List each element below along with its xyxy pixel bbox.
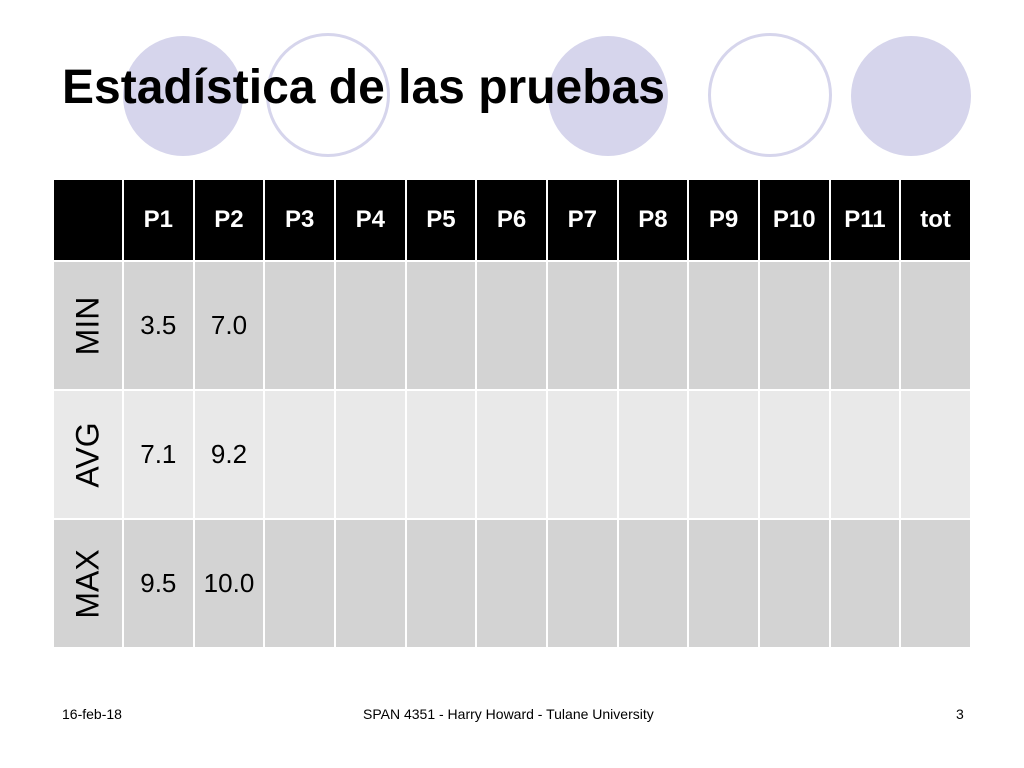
table-cell xyxy=(828,518,902,649)
decorative-circle xyxy=(851,36,971,156)
footer-course-info: SPAN 4351 - Harry Howard - Tulane Univer… xyxy=(363,706,654,722)
table-cell xyxy=(404,389,478,520)
header-row: P1 P2 P3 P4 P5 P6 P7 P8 P9 P10 P11 tot xyxy=(52,178,972,262)
header-cell-p9: P9 xyxy=(687,178,760,262)
header-cell-p10: P10 xyxy=(757,178,831,262)
header-corner-cell xyxy=(52,178,124,262)
table-row-min: MIN 3.5 7.0 xyxy=(52,260,972,391)
table-cell xyxy=(828,260,902,391)
table-cell xyxy=(899,260,972,391)
table-cell xyxy=(263,260,336,391)
table-cell xyxy=(333,260,407,391)
table-cell xyxy=(687,389,760,520)
table-cell xyxy=(545,260,619,391)
header-cell-p3: P3 xyxy=(263,178,336,262)
table-cell xyxy=(616,518,690,649)
table-cell xyxy=(757,260,831,391)
row-label: MIN xyxy=(69,296,106,355)
decorative-circle xyxy=(123,36,243,156)
table-cell xyxy=(404,260,478,391)
table-cell: 3.5 xyxy=(122,260,195,391)
statistics-table: P1 P2 P3 P4 P5 P6 P7 P8 P9 P10 P11 tot M… xyxy=(52,178,972,649)
table-cell xyxy=(899,389,972,520)
header-cell-p6: P6 xyxy=(475,178,548,262)
table-cell xyxy=(757,518,831,649)
table-cell xyxy=(263,389,336,520)
header-cell-p8: P8 xyxy=(616,178,690,262)
table-row-max: MAX 9.5 10.0 xyxy=(52,518,972,649)
footer-date: 16-feb-18 xyxy=(62,706,122,722)
slide-number: 3 xyxy=(956,706,964,722)
decorative-circle xyxy=(548,36,668,156)
table-cell xyxy=(475,389,548,520)
decorative-ring xyxy=(266,33,390,157)
header-cell-p7: P7 xyxy=(545,178,619,262)
table-cell xyxy=(828,389,902,520)
table-cell xyxy=(687,518,760,649)
row-label: AVG xyxy=(69,421,106,488)
row-label-cell: MAX xyxy=(52,518,124,649)
table-cell: 7.1 xyxy=(122,389,195,520)
table-cell xyxy=(757,389,831,520)
row-label-cell: AVG xyxy=(52,389,124,520)
table-cell xyxy=(404,518,478,649)
header-cell-p4: P4 xyxy=(333,178,407,262)
row-label-cell: MIN xyxy=(52,260,124,391)
table-body: MIN 3.5 7.0 AVG 7.1 9.2 xyxy=(52,260,972,649)
table-cell xyxy=(475,260,548,391)
table-cell xyxy=(475,518,548,649)
table-header: P1 P2 P3 P4 P5 P6 P7 P8 P9 P10 P11 tot xyxy=(52,178,972,262)
table-row-avg: AVG 7.1 9.2 xyxy=(52,389,972,520)
table-cell xyxy=(545,518,619,649)
table-cell: 9.2 xyxy=(192,389,266,520)
row-label: MAX xyxy=(69,548,106,619)
table-cell xyxy=(333,389,407,520)
header-cell-p1: P1 xyxy=(122,178,195,262)
table-cell: 9.5 xyxy=(122,518,195,649)
table-cell xyxy=(263,518,336,649)
table-cell: 10.0 xyxy=(192,518,266,649)
decorative-ring xyxy=(708,33,832,157)
table-cell xyxy=(333,518,407,649)
table-cell xyxy=(899,518,972,649)
header-cell-p5: P5 xyxy=(404,178,478,262)
header-cell-tot: tot xyxy=(899,178,972,262)
table-cell xyxy=(616,260,690,391)
table-cell xyxy=(616,389,690,520)
slide-title: Estadística de las pruebas xyxy=(62,61,665,114)
header-cell-p11: P11 xyxy=(828,178,902,262)
table-cell xyxy=(545,389,619,520)
table-cell: 7.0 xyxy=(192,260,266,391)
table-cell xyxy=(687,260,760,391)
header-cell-p2: P2 xyxy=(192,178,266,262)
